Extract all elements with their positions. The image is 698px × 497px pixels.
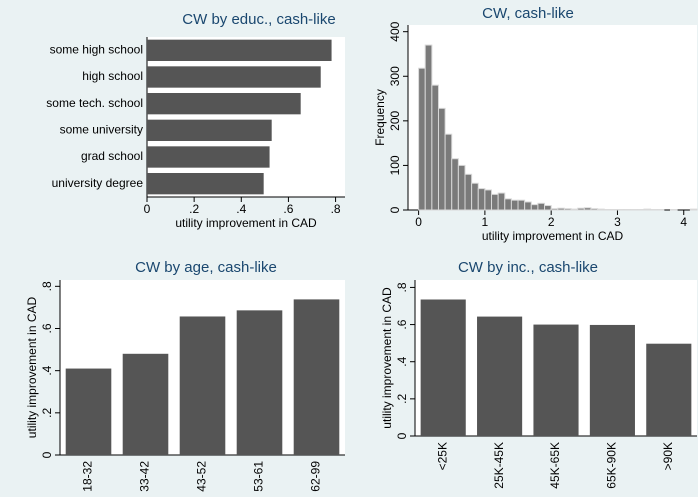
bar (236, 310, 283, 455)
plot-area (147, 37, 345, 197)
x-tick-label: 4 (680, 215, 687, 229)
histogram-bar (497, 192, 506, 211)
histogram-bar (563, 208, 572, 211)
y-axis-label: utility improvement in CAD (25, 296, 39, 438)
x-tick-label: 1 (482, 215, 489, 229)
category-label: some tech. school (46, 96, 143, 110)
bar (122, 353, 169, 455)
bar (477, 316, 523, 436)
x-axis-label: utility improvement in CAD (175, 216, 317, 230)
x-tick-label: 3 (614, 215, 621, 229)
histogram-bar (583, 207, 592, 211)
y-tick-label: 100 (388, 155, 402, 175)
histogram-bar (550, 208, 559, 211)
x-tick-label: .2 (189, 202, 199, 216)
histogram-bar (457, 164, 466, 211)
y-tick-label: .6 (395, 319, 409, 329)
bar (65, 368, 112, 455)
x-tick-label: 0 (415, 215, 422, 229)
histogram-bar (504, 198, 512, 211)
y-tick-label: .4 (40, 365, 54, 375)
histogram-bar (510, 199, 519, 211)
bar (147, 146, 270, 168)
y-tick-label: .2 (40, 408, 54, 418)
chart-title: CW by educ., cash-like (182, 11, 335, 28)
category-label: university degree (52, 176, 144, 190)
y-tick-label: .6 (40, 323, 54, 333)
x-tick-label: 0 (144, 202, 151, 216)
y-tick-label: .8 (40, 281, 54, 291)
x-tick-label: .6 (283, 202, 293, 216)
x-axis-label: utility improvement in CAD (482, 229, 624, 243)
bar (533, 324, 579, 436)
bar (147, 39, 332, 61)
category-label: some high school (50, 43, 143, 57)
y-tick-label: 0 (388, 206, 402, 213)
histogram-bar (437, 107, 446, 211)
category-label: grad school (81, 149, 143, 163)
y-tick-label: 0 (40, 451, 54, 458)
histogram-bar (444, 133, 453, 211)
histogram-bar (464, 173, 473, 211)
category-label: 45K-65K (548, 442, 562, 489)
y-axis-label: Frequency (373, 89, 387, 146)
histogram-bar (530, 204, 539, 211)
category-label: 65K-90K (605, 442, 619, 489)
category-label: some university (60, 123, 143, 137)
bar (646, 343, 692, 436)
bar (589, 324, 635, 436)
histogram-bar (689, 208, 698, 211)
chart-title: CW by inc., cash-like (458, 259, 598, 276)
histogram-bar (597, 208, 605, 211)
category-label: >90K (661, 442, 675, 470)
histogram-bar (471, 182, 479, 211)
histogram-bar (557, 207, 565, 211)
histogram-bar (424, 44, 433, 211)
bar (293, 299, 340, 455)
category-label: 43-52 (195, 461, 209, 492)
y-tick-label: .2 (395, 394, 409, 404)
y-tick-label: 0 (395, 432, 409, 439)
histogram-bar (544, 205, 552, 211)
histogram-bar (517, 199, 526, 211)
histogram-bar (451, 158, 459, 211)
category-label: 18-32 (81, 461, 95, 492)
bar (420, 299, 466, 436)
histogram-bar (590, 208, 599, 211)
histogram-bar (484, 189, 493, 211)
histogram-bar (431, 84, 439, 211)
bar (179, 316, 226, 455)
x-tick-label: .8 (331, 202, 341, 216)
category-label: 53-61 (252, 461, 266, 492)
category-label: 33-42 (138, 461, 152, 492)
bar (147, 93, 301, 115)
histogram-bar (570, 208, 579, 211)
category-label: 25K-45K (492, 442, 506, 489)
histogram-bar (491, 193, 499, 211)
histogram-bar (418, 67, 426, 211)
x-tick-label: 2 (548, 215, 555, 229)
category-label: high school (82, 69, 143, 83)
y-tick-label: 400 (388, 21, 402, 41)
y-tick-label: .8 (395, 282, 409, 292)
y-axis-label: utility improvement in CAD (380, 287, 394, 429)
y-tick-label: 300 (388, 66, 402, 86)
histogram-bar (477, 188, 486, 211)
histogram-bar (537, 202, 546, 211)
bar (147, 66, 321, 88)
bar (147, 173, 264, 195)
y-tick-label: 200 (388, 111, 402, 131)
x-tick-label: .4 (236, 202, 246, 216)
category-label: <25K (435, 442, 449, 470)
category-label: 62-99 (309, 461, 323, 492)
histogram-bar (577, 207, 585, 211)
chart-title: CW, cash-like (482, 5, 574, 22)
y-tick-label: .4 (395, 356, 409, 366)
histogram-bar (524, 201, 532, 211)
histogram-bar (643, 208, 652, 211)
bar (147, 119, 272, 141)
chart-title: CW by age, cash-like (135, 259, 277, 276)
